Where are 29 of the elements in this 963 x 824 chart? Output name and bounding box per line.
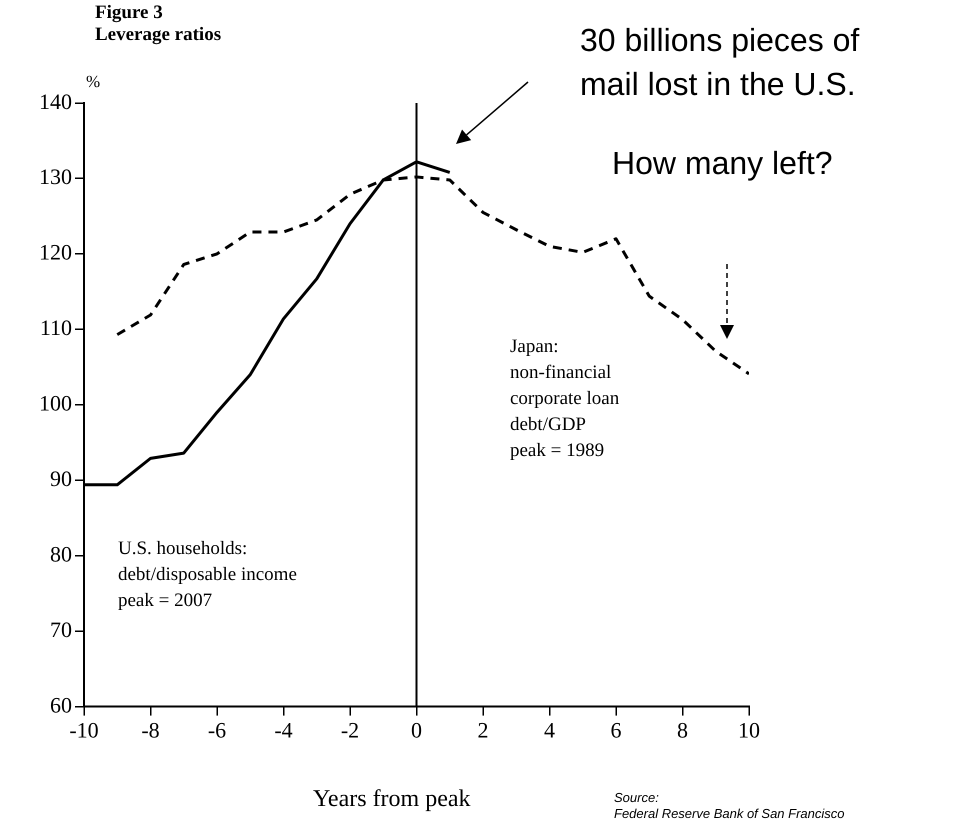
y-tick-label: 90	[50, 466, 72, 492]
x-tick-label: 6	[610, 718, 622, 743]
x-axis-title: Years from peak	[313, 786, 471, 813]
chart-title: Figure 3	[95, 2, 163, 24]
x-tick-label: 0	[411, 718, 422, 743]
x-tick-label: -4	[274, 718, 293, 743]
annotation: How many left?	[612, 145, 833, 182]
y-tick-label: 110	[40, 315, 72, 340]
y-tick-label: 60	[50, 692, 72, 718]
y-tick-label: 70	[50, 616, 72, 642]
x-tick-label: 8	[677, 718, 688, 743]
y-tick-label: 80	[50, 541, 72, 566]
x-tick-label: -10	[69, 718, 99, 743]
y-tick-label: 120	[39, 240, 72, 265]
y-tick-label: 140	[39, 88, 72, 114]
y-axis-title: %	[86, 72, 100, 92]
chart-subtitle: Leverage ratios	[95, 24, 222, 46]
y-tick-label: 130	[39, 164, 72, 190]
x-tick-label: 4	[544, 718, 555, 743]
x-tick-label: 10	[738, 718, 760, 743]
text: 30 billions pieces of mail lost in the U.S.	[580, 21, 860, 104]
annotation: U.S. households: debt/disposable income peak = 2007	[118, 537, 297, 613]
annotation: Japan: non-financial corporate loan debt/GDP peak = 1989	[510, 335, 620, 463]
y-tick-label: 100	[39, 390, 72, 416]
x-tick-label: -6	[208, 718, 226, 743]
x-tick-label: 2	[478, 718, 488, 743]
source-note: Source: Federal Reserve Bank of San Francisco	[614, 790, 844, 822]
x-tick-label: -8	[141, 718, 160, 743]
x-tick-label: -2	[340, 718, 360, 743]
